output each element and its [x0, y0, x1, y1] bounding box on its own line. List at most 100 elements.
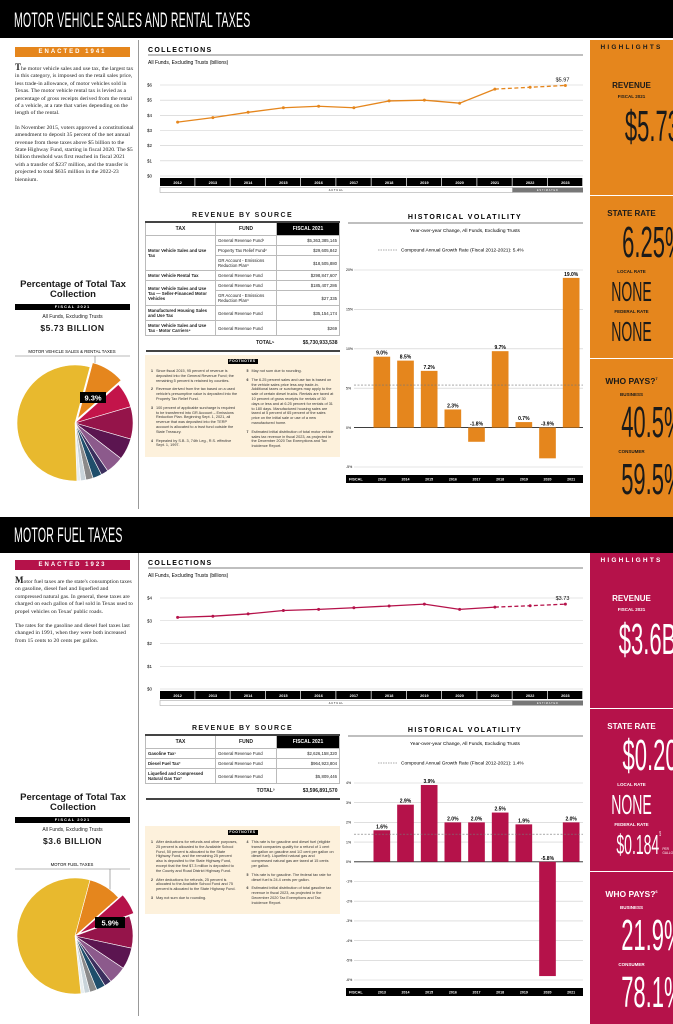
data-point: [422, 98, 426, 102]
revenue-value: $5.73B: [625, 105, 673, 149]
year-label: 2018: [385, 694, 393, 698]
y-tick-label: 3%: [346, 801, 351, 805]
local-rate-value: NONE: [611, 278, 651, 306]
data-point: [211, 614, 215, 618]
section-title: MOTOR VEHICLE SALES AND RENTAL TAXES: [14, 9, 251, 32]
footnotes-column: 5 May not sum due to rounding. 6 The 6.25 p…: [247, 369, 335, 453]
bar-value-label: -5.8%: [541, 856, 555, 862]
data-point: [493, 605, 497, 609]
year-cell: [477, 691, 512, 699]
highlights-title-wrap: HIGHLIGHTS: [590, 557, 673, 565]
amount-cell: $185,407,286: [276, 280, 340, 291]
pie-slice: [16, 364, 91, 482]
enacted-badge: ENACTED 1923: [15, 560, 130, 570]
highlights-rates: STATE RATE 6.25%6 LOCAL RATE NONE FEDERAL RA…: [590, 195, 673, 358]
state-rate-label: STATE RATE: [607, 209, 656, 218]
pie-category-label: MOTOR FUEL TAXES: [51, 862, 94, 867]
pie-subtitle: All Funds, Excluding Trusts: [42, 827, 103, 833]
y-tick-label: -5%: [346, 959, 352, 963]
business-label: BUSINESS: [619, 905, 643, 910]
amount-cell: $2,626,158,320: [276, 748, 340, 759]
y-tick-label: -2%: [346, 899, 352, 903]
footnote-text: This rate is for gasoline and diesel fue…: [251, 840, 334, 868]
bar-value-label: 19.0%: [564, 272, 579, 278]
pie-chart: MOTOR FUEL TAXES 5.9%: [15, 862, 135, 995]
federal-rate-value-wrap: NONE: [590, 318, 673, 346]
data-point: [246, 612, 250, 616]
year-label: 2017: [350, 694, 358, 698]
y-tick-label: 4%: [346, 781, 351, 785]
y-tick-label: 2%: [346, 821, 351, 825]
revenue-value-wrap: $5.73B: [590, 105, 673, 149]
data-point: [246, 110, 250, 114]
y-tick-label: 20%: [346, 268, 353, 272]
year-label: 2016: [314, 694, 322, 698]
fund-cell: GR Account - Emissions Reduction Plan³: [215, 290, 277, 306]
footnote: 5 May not sum due to rounding.: [247, 369, 335, 374]
y-tick-label: -6%: [346, 978, 352, 982]
year-label: 2013: [209, 181, 217, 185]
x-tick-label: 2021: [567, 991, 575, 995]
pie-highlight-box: [95, 917, 125, 928]
tax-name-cell: Gasoline Tax¹: [145, 748, 216, 759]
business-label: BUSINESS: [619, 392, 643, 397]
state-rate-value: $0.204PER GALLON: [623, 734, 673, 778]
footnote-text: May not sum due to rounding.: [251, 369, 302, 373]
revenue-value: $3.6B: [619, 618, 673, 662]
fund-cell: General Revenue Fund: [215, 320, 277, 336]
footnote-number: 2: [151, 387, 153, 392]
y-tick-label: $0: [147, 174, 153, 179]
consumer-value: 59.5%: [621, 458, 673, 502]
state-rate-value-wrap: 6.25%6: [590, 221, 673, 265]
x-tick-label: 2014: [402, 478, 410, 482]
who-pays-label-wrap: WHO PAYS?6: [590, 890, 673, 899]
data-point: [563, 602, 567, 606]
x-tick-label: 2017: [473, 478, 481, 482]
table-row: Liquefied and Compressed Natural Gas Tax…: [145, 768, 340, 784]
y-tick-label: -1%: [346, 880, 352, 884]
data-point: [352, 606, 356, 610]
pie-amount: $3.6 BILLION: [43, 836, 102, 846]
amount-cell: $5,363,385,145: [276, 235, 340, 246]
highlights-title: HIGHLIGHTS: [600, 557, 663, 564]
intro-text: The motor vehicle sales and use tax, the…: [15, 62, 135, 191]
intro-paragraph: The rates for the gasoline and diesel fu…: [15, 623, 130, 644]
footnotes-columns: 1 After deductions for refunds and other …: [151, 840, 334, 910]
table-row: Gasoline Tax¹ General Revenue Fund $2,626,…: [145, 748, 340, 759]
state-rate-value-text: 6.25%: [622, 218, 673, 267]
revenue-label-wrap: REVENUE: [590, 82, 673, 90]
federal-rate-label: FEDERAL RATE: [614, 309, 649, 314]
bar-value-label: 2.0%: [447, 816, 459, 822]
x-tick-label: 2019: [520, 478, 528, 482]
federal-rate-label-wrap: FEDERAL RATE: [590, 822, 673, 828]
collections-line-chart: COLLECTIONS All Funds, Excluding Trusts (…: [147, 47, 583, 193]
bar-value-label: -1.8%: [470, 422, 484, 428]
total-label: TOTAL⁵: [145, 335, 277, 352]
year-label: 2020: [455, 181, 463, 185]
bar-value-label: 0.7%: [518, 416, 530, 422]
bar: [444, 409, 462, 428]
footnote-text: Since fiscal 2015, 95 percent of revenue…: [155, 369, 234, 383]
revenue-label: REVENUE: [612, 594, 651, 603]
x-tick-label: 2018: [496, 478, 504, 482]
data-point: [281, 609, 285, 613]
pie-amount: $5.73 BILLION: [40, 323, 105, 333]
year-cell: [301, 691, 336, 699]
consumer-label: CONSUMER: [618, 449, 645, 454]
year-label: 2019: [420, 181, 428, 185]
state-rate-value: 6.25%6: [622, 221, 673, 265]
revenue-label: REVENUE: [612, 81, 651, 90]
footnote-text: Repealed by S.B. 3, 74th Leg., R.S. effe…: [155, 438, 232, 448]
consumer-label-wrap: CONSUMER: [590, 962, 673, 968]
local-rate-value-wrap: NONE: [590, 278, 673, 306]
table-row: Motor Vehicle Sales and Use Tax General R…: [145, 235, 340, 271]
bar-value-label: 9.0%: [376, 351, 388, 357]
local-rate-value-text: NONE: [611, 276, 652, 307]
data-point: [211, 116, 215, 120]
footnote-text: The 6.25 percent sales and use tax is ba…: [251, 377, 334, 425]
column-header: FUND: [215, 734, 277, 749]
state-rate-label-wrap: STATE RATE: [590, 210, 673, 218]
year-cell: [371, 178, 407, 186]
y-tick-label: $0: [147, 687, 153, 692]
footnote-number: 5: [246, 872, 249, 877]
